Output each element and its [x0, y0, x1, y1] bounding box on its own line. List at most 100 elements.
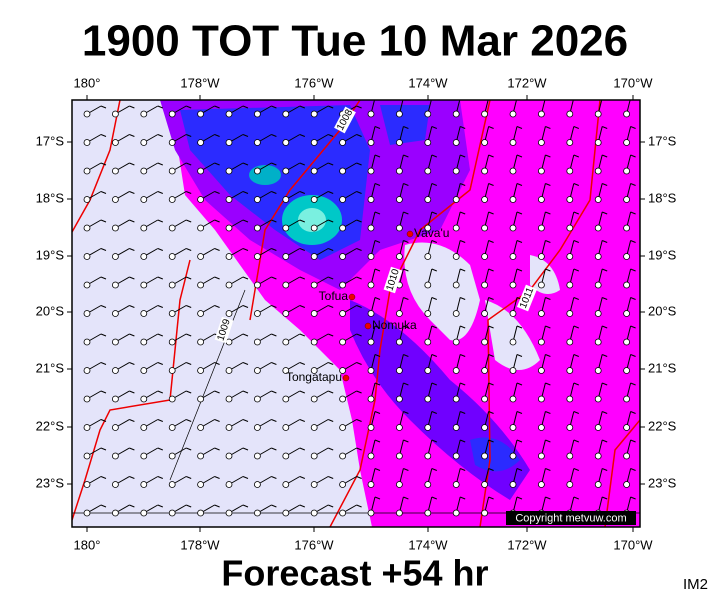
barb-station: [424, 110, 432, 118]
barb-tick: [630, 325, 636, 329]
barb-tick: [516, 211, 523, 215]
lat-label-left: 22°S: [36, 418, 65, 433]
barb-tick: [299, 476, 305, 479]
barb-tick: [431, 411, 437, 414]
barb-station: [197, 253, 205, 260]
barb-station: [197, 452, 205, 460]
barb-tick: [460, 468, 466, 471]
barb-tick: [516, 411, 523, 414]
barb-station: [112, 224, 119, 232]
barb-station: [253, 509, 261, 517]
barb-tick: [186, 305, 192, 308]
barb-station: [452, 481, 460, 488]
barb-station: [339, 167, 347, 175]
barb-station: [424, 167, 432, 175]
barb-station: [310, 253, 318, 260]
barb-station: [566, 167, 574, 175]
barb-tick: [403, 268, 409, 272]
barb-tick: [214, 305, 220, 308]
barb-tick: [157, 419, 163, 422]
barb-station: [282, 338, 290, 346]
barb-tick: [214, 276, 220, 280]
barb-tick: [488, 268, 494, 272]
barb-station: [83, 281, 91, 289]
barb-tick: [129, 447, 135, 451]
barb-station: [452, 395, 460, 403]
barb-station: [83, 224, 91, 232]
barb-tick: [328, 105, 334, 109]
barb-station: [424, 452, 432, 460]
barb-station: [310, 110, 318, 118]
barb-station: [339, 395, 347, 403]
barb-station: [253, 224, 261, 232]
lon-label-top: 180°: [74, 75, 101, 90]
barb-station: [310, 167, 318, 175]
barb-tick: [374, 439, 381, 443]
barb-tick: [299, 276, 305, 280]
barb-tick: [630, 240, 636, 243]
barb-station: [310, 139, 318, 146]
barb-station: [83, 139, 91, 146]
barb-tick: [129, 105, 135, 109]
barb-station: [282, 167, 290, 175]
barb-station: [481, 452, 489, 460]
barb-station: [112, 367, 119, 374]
barb-tick: [214, 476, 220, 479]
barb-station: [225, 167, 233, 175]
barb-tick: [242, 105, 249, 109]
barb-station: [367, 509, 375, 517]
barb-tick: [602, 325, 608, 329]
barb-tick: [157, 219, 163, 223]
barb-tick: [630, 183, 636, 186]
barb-tick: [157, 447, 163, 451]
isobar-label-bg: [383, 266, 403, 294]
barb-tick: [157, 390, 163, 394]
barb-tick: [630, 496, 636, 500]
field-low: [485, 300, 540, 370]
barb-tick: [460, 382, 466, 386]
barb-station: [339, 424, 347, 431]
barb-tick: [374, 240, 381, 243]
lon-label-top: 178°W: [180, 75, 220, 90]
barb-station: [253, 110, 261, 118]
lon-label-bottom: 180°: [74, 537, 101, 552]
barb-station: [424, 253, 432, 260]
barb-station: [367, 310, 375, 317]
barb-station: [225, 224, 233, 232]
barb-station: [282, 139, 290, 146]
forecast-label: Forecast +54 hr: [221, 553, 488, 594]
barb-tick: [271, 134, 277, 137]
barb-tick: [573, 496, 579, 500]
barb-tick: [328, 504, 334, 508]
barb-tick: [403, 354, 409, 357]
barb-station: [282, 310, 290, 317]
barb-tick: [374, 154, 381, 158]
barb-station: [310, 281, 318, 289]
barb-tick: [403, 297, 409, 300]
barb-tick: [516, 496, 523, 500]
barb-station: [424, 281, 432, 289]
barb-station: [253, 338, 261, 346]
lon-label-bottom: 176°W: [294, 537, 334, 552]
barb-tick: [602, 468, 608, 471]
barb-tick: [460, 126, 466, 129]
barb-station: [253, 281, 261, 289]
barb-station: [367, 224, 375, 232]
barb-tick: [271, 305, 277, 308]
barb-tick: [100, 333, 107, 337]
isobar-red: [72, 259, 191, 521]
barb-tick: [431, 382, 437, 386]
isobar-red: [72, 100, 121, 233]
barb-station: [566, 452, 574, 460]
barb-tick: [630, 154, 636, 158]
barb-tick: [271, 447, 277, 451]
barb-station: [594, 139, 602, 146]
barb-tick: [573, 268, 579, 272]
barb-tick: [129, 248, 135, 251]
barb-tick: [431, 325, 437, 329]
barb-station: [112, 253, 119, 260]
barb-tick: [545, 211, 551, 215]
barb-station: [395, 196, 403, 203]
barb-tick: [630, 354, 636, 357]
barb-tick: [214, 447, 220, 451]
